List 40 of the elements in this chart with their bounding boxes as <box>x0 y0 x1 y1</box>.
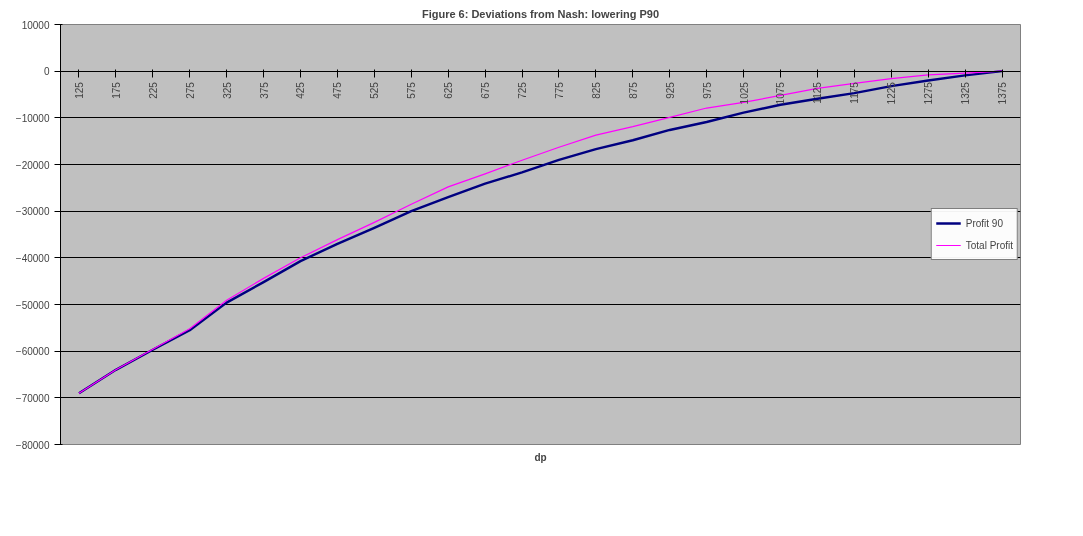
x-tick-label: 1075 <box>775 81 787 105</box>
chart-title: Figure 6: Deviations from Nash: lowering P90 <box>421 7 660 20</box>
x-tick-label: 725 <box>517 81 529 99</box>
x-tick-label: 125 <box>73 81 85 99</box>
x-tick-label: 275 <box>184 81 196 99</box>
legend-label: Profit 90 <box>965 217 1003 229</box>
x-tick-label: 1375 <box>997 81 1009 105</box>
x-tick-label: 1325 <box>960 81 972 105</box>
x-tick-label: 825 <box>590 81 602 99</box>
y-tick-label: −20000 <box>15 159 50 171</box>
x-tick-label: 525 <box>369 81 381 99</box>
legend-label: Total Profit <box>965 239 1013 251</box>
y-tick-label: −30000 <box>15 206 50 218</box>
x-tick-label: 1025 <box>738 81 750 105</box>
y-tick-label: 0 <box>43 66 50 78</box>
y-tick-label: 10000 <box>21 19 50 31</box>
x-tick-label: 1275 <box>923 81 935 105</box>
y-tick-label: −50000 <box>15 299 50 311</box>
x-tick-label: 175 <box>110 81 122 99</box>
y-tick-label: −10000 <box>15 112 50 124</box>
x-tick-label: 675 <box>480 81 492 99</box>
x-tick-label: 225 <box>147 81 159 99</box>
x-tick-label: 775 <box>553 81 565 99</box>
x-tick-label: 1175 <box>849 81 861 104</box>
x-axis-title: dp <box>534 451 547 463</box>
x-tick-label: 925 <box>664 81 676 99</box>
y-tick-label: −80000 <box>15 439 50 451</box>
x-tick-label: 975 <box>701 81 713 99</box>
y-tick-label: −40000 <box>15 252 50 264</box>
x-tick-label: 625 <box>443 81 455 99</box>
x-tick-label: 575 <box>406 81 418 99</box>
x-tick-label: 1225 <box>886 81 898 105</box>
x-tick-label: 325 <box>221 81 233 99</box>
x-tick-label: 475 <box>332 81 344 99</box>
x-tick-label: 875 <box>627 81 639 99</box>
x-tick-label: 375 <box>258 81 270 99</box>
x-tick-label: 1125 <box>812 81 824 104</box>
y-tick-label: −70000 <box>15 392 50 404</box>
x-tick-label: 425 <box>295 81 307 99</box>
y-tick-label: −60000 <box>15 346 50 358</box>
